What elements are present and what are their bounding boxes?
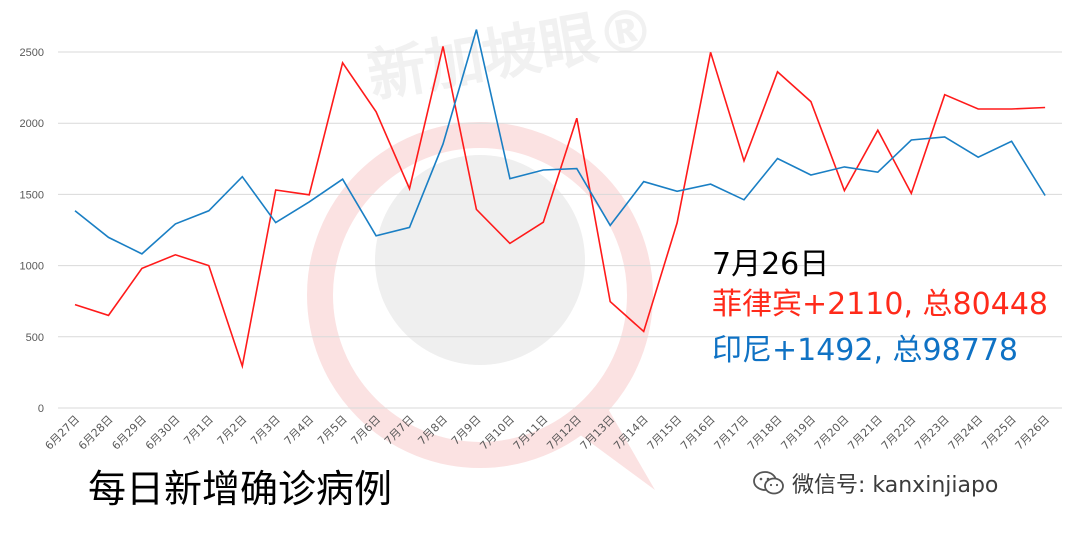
- x-tick-label: 7月2日: [215, 413, 250, 448]
- annotation-date: 7月26日: [712, 247, 830, 282]
- watermark-tail: [560, 395, 655, 490]
- annotation-philippines: 菲律宾+2110, 总80448: [712, 287, 1048, 322]
- y-tick-label: 500: [26, 332, 44, 344]
- x-tick-label: 7月19日: [778, 413, 818, 453]
- y-tick-label: 2500: [20, 47, 44, 59]
- x-tick-label: 6月28日: [76, 413, 116, 453]
- x-tick-label: 7月3日: [248, 413, 283, 448]
- watermark-ring: [307, 122, 653, 468]
- x-tick-label: 6月30日: [143, 413, 183, 453]
- y-tick-label: 1500: [20, 189, 44, 201]
- x-tick-label: 7月18日: [745, 413, 785, 453]
- annotation-indonesia: 印尼+1492, 总98778: [712, 333, 1018, 368]
- y-axis-ticks: 0 500 1000 1500 2000 2500: [20, 47, 44, 415]
- x-tick-label: 7月4日: [282, 413, 317, 448]
- series-line-0: [74, 46, 1046, 370]
- x-tick-label: 7月24日: [946, 413, 986, 453]
- x-tick-label: 7月22日: [879, 413, 919, 453]
- x-tick-label: 7月26日: [1013, 413, 1053, 453]
- x-tick-label: 7月23日: [912, 413, 952, 453]
- series-line-1: [74, 29, 1046, 255]
- x-tick-label: 7月16日: [678, 413, 718, 453]
- y-tick-label: 0: [38, 403, 44, 415]
- x-tick-label: 7月1日: [181, 413, 216, 448]
- x-tick-label: 7月20日: [812, 413, 852, 453]
- series-lines: [74, 29, 1046, 370]
- watermark-disc: [375, 155, 585, 365]
- x-tick-label: 7月5日: [315, 413, 350, 448]
- wechat-icon: [753, 471, 784, 495]
- x-tick-label: 7月17日: [712, 413, 752, 453]
- footer-wechat-id: 微信号: kanxinjiapo: [752, 467, 998, 499]
- x-tick-label: 6月29日: [109, 413, 149, 453]
- y-tick-label: 1000: [20, 261, 44, 273]
- main-title: 每日新增确诊病例: [88, 467, 393, 511]
- watermark: 新加坡眼®: [307, 0, 660, 490]
- x-tick-label: 7月21日: [845, 413, 885, 453]
- y-tick-label: 2000: [20, 118, 44, 130]
- watermark-text: 新加坡眼®: [363, 0, 660, 111]
- footer-text: 微信号: kanxinjiapo: [792, 473, 999, 498]
- x-tick-label: 7月25日: [979, 413, 1019, 453]
- x-tick-label: 7月15日: [645, 413, 685, 453]
- x-tick-label: 6月27日: [43, 413, 83, 453]
